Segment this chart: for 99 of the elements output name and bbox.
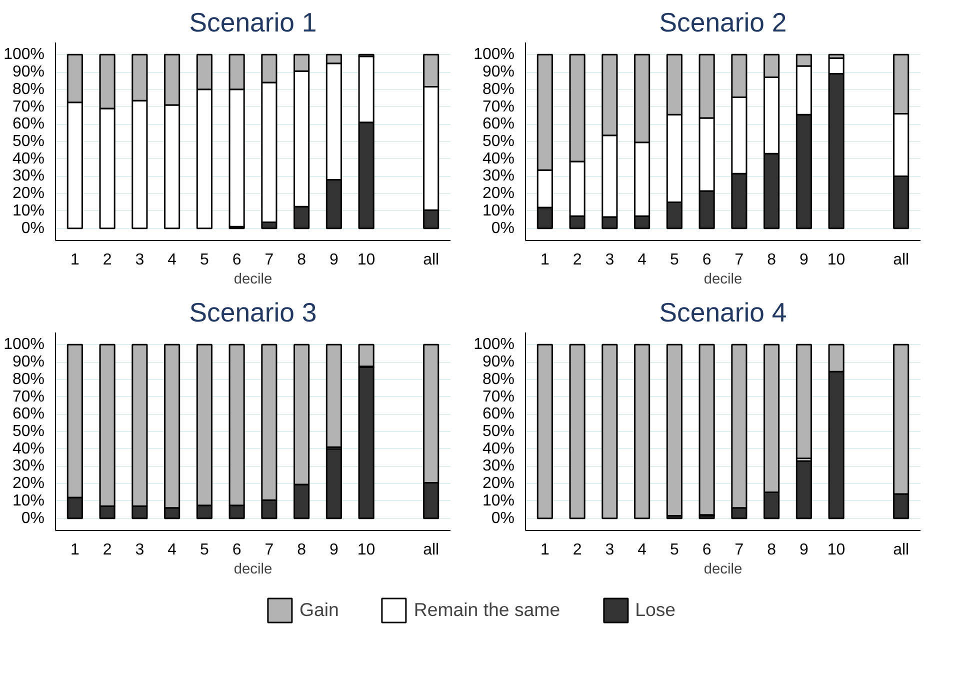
x-tick-label: 6	[232, 542, 242, 558]
y-tick-label: 0%	[21, 220, 44, 237]
x-tick-label: 8	[767, 542, 776, 558]
y-tick-label: 100%	[474, 46, 514, 64]
x-tick-label: 9	[329, 252, 338, 268]
x-tick-label: all	[423, 542, 440, 558]
x-tick-label: 5	[670, 542, 679, 558]
x-tick-label: 6	[702, 252, 712, 268]
x-tick-label: 3	[605, 252, 614, 268]
x-axis-title: decile	[704, 562, 742, 578]
y-tick-label: 50%	[482, 133, 515, 150]
x-tick-label: 2	[572, 542, 582, 558]
y-tick-label: 90%	[482, 64, 515, 81]
legend-label: Lose	[635, 599, 676, 621]
y-tick-label: 20%	[12, 185, 45, 202]
x-axis-title: decile	[234, 272, 272, 288]
y-tick-label: 10%	[12, 492, 45, 510]
x-tick-label: 8	[297, 542, 306, 558]
y-tick-label: 40%	[482, 440, 515, 458]
y-tick-label: 10%	[482, 492, 515, 510]
y-tick-label: 90%	[12, 354, 45, 371]
y-tick-label: 20%	[12, 475, 45, 492]
y-tick-label: 50%	[482, 423, 515, 440]
x-tick-label: 6	[702, 542, 712, 558]
x-tick-label: 6	[232, 252, 242, 268]
x-tick-label: 3	[605, 542, 614, 558]
y-tick-label: 30%	[12, 168, 45, 185]
x-tick-label: 3	[135, 542, 144, 558]
y-tick-label: 80%	[12, 80, 45, 98]
y-tick-label: 100%	[4, 46, 44, 64]
y-tick-label: 20%	[482, 475, 515, 492]
chart-title: Scenario 4	[659, 298, 787, 328]
x-tick-label: 4	[168, 542, 177, 558]
y-tick-label: 60%	[12, 406, 45, 423]
y-tick-label: 40%	[12, 440, 45, 458]
chart-title: Scenario 1	[189, 8, 317, 38]
y-tick-label: 60%	[482, 406, 515, 423]
legend-label: Remain the same	[414, 599, 560, 621]
x-tick-label: 7	[734, 252, 744, 268]
x-tick-label: 2	[572, 252, 582, 268]
y-tick-label: 70%	[12, 388, 45, 406]
y-tick-label: 100%	[4, 336, 44, 354]
x-tick-label: 7	[264, 252, 274, 268]
y-tick-label: 0%	[21, 510, 44, 527]
y-tick-label: 10%	[12, 202, 45, 220]
x-tick-label: 1	[540, 252, 550, 268]
y-tick-label: 20%	[482, 185, 515, 202]
chart-title: Scenario 3	[189, 298, 317, 328]
x-tick-label: 10	[357, 542, 376, 558]
y-tick-label: 60%	[482, 116, 515, 133]
chart-title: Scenario 2	[659, 8, 787, 38]
x-tick-label: 9	[329, 542, 338, 558]
x-tick-label: 1	[70, 542, 80, 558]
y-tick-label: 50%	[12, 133, 45, 150]
x-axis-title: decile	[234, 562, 272, 578]
y-tick-label: 0%	[491, 510, 514, 527]
x-tick-label: all	[893, 252, 910, 268]
x-tick-label: 5	[200, 252, 209, 268]
y-tick-label: 40%	[12, 150, 45, 168]
y-tick-label: 90%	[482, 354, 515, 371]
y-tick-label: 100%	[474, 336, 514, 354]
x-tick-label: 4	[638, 252, 647, 268]
y-tick-label: 70%	[12, 98, 45, 116]
x-tick-label: 4	[638, 542, 647, 558]
legend-label: Gain	[299, 599, 339, 621]
y-tick-label: 30%	[12, 458, 45, 475]
y-tick-label: 30%	[482, 168, 515, 185]
x-tick-label: 2	[102, 542, 112, 558]
x-tick-label: 10	[827, 542, 846, 558]
y-tick-label: 70%	[482, 98, 515, 116]
x-tick-label: 1	[70, 252, 80, 268]
x-tick-label: 3	[135, 252, 144, 268]
x-tick-label: 7	[734, 542, 744, 558]
y-tick-label: 30%	[482, 458, 515, 475]
y-tick-label: 80%	[12, 370, 45, 388]
y-tick-label: 90%	[12, 64, 45, 81]
x-tick-label: 8	[767, 252, 776, 268]
y-tick-label: 10%	[482, 202, 515, 220]
y-tick-label: 70%	[482, 388, 515, 406]
x-tick-label: all	[893, 542, 910, 558]
x-tick-label: 5	[200, 542, 209, 558]
x-tick-label: 2	[102, 252, 112, 268]
x-tick-label: 9	[799, 252, 808, 268]
x-tick-label: all	[423, 252, 440, 268]
x-tick-label: 10	[827, 252, 846, 268]
y-tick-label: 0%	[491, 220, 514, 237]
x-tick-label: 10	[357, 252, 376, 268]
y-tick-label: 40%	[482, 150, 515, 168]
x-tick-label: 8	[297, 252, 306, 268]
x-tick-label: 5	[670, 252, 679, 268]
y-tick-label: 60%	[12, 116, 45, 133]
y-tick-label: 50%	[12, 423, 45, 440]
x-tick-label: 1	[540, 542, 550, 558]
x-tick-label: 4	[168, 252, 177, 268]
x-tick-label: 9	[799, 542, 808, 558]
x-tick-label: 7	[264, 542, 274, 558]
x-axis-title: decile	[704, 272, 742, 288]
y-tick-label: 80%	[482, 370, 515, 388]
y-tick-label: 80%	[482, 80, 515, 98]
